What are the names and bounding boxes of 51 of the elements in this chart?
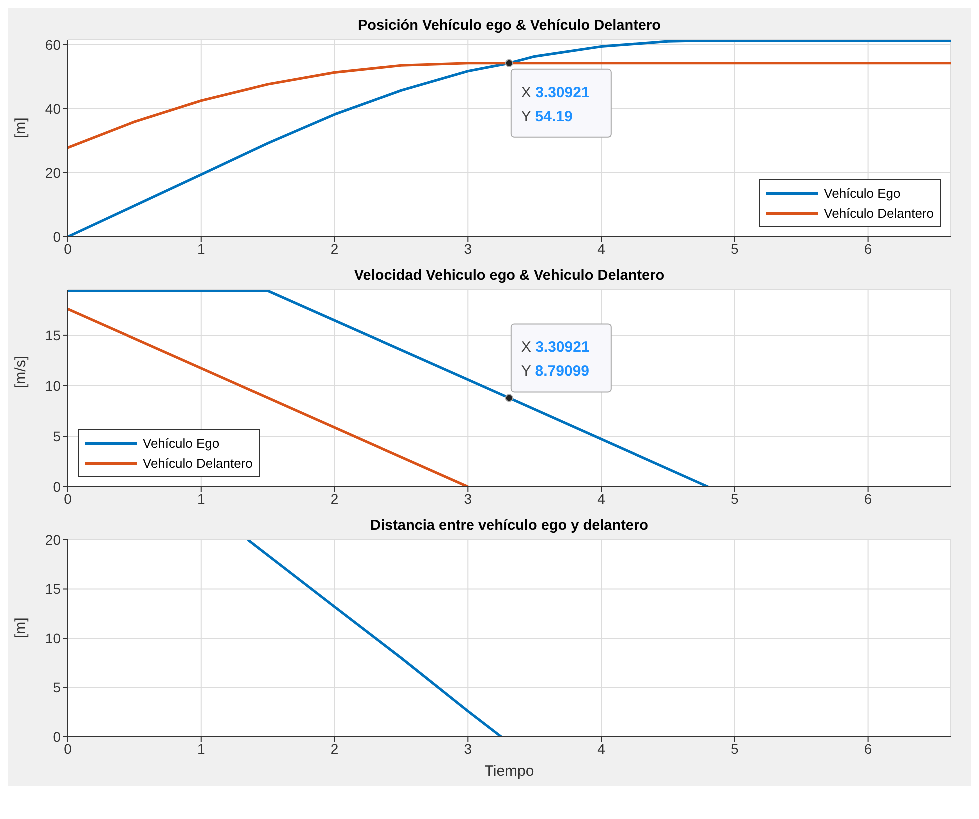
y-tick-label: 5 (53, 428, 62, 444)
y-tick-label: 20 (45, 532, 62, 548)
y-tick-label: 0 (53, 728, 62, 745)
line-series (68, 62, 951, 150)
x-tick-label: 1 (197, 240, 206, 257)
datatip: X 3.30921 Y 54.19 (510, 68, 612, 138)
x-tick-label: 0 (64, 740, 72, 757)
x-tick-label: 5 (731, 490, 740, 507)
y-tick-label: 15 (45, 327, 62, 344)
x-tick-label: 6 (864, 490, 872, 507)
legend-label: Vehículo Ego (824, 186, 901, 200)
chart-title: Distancia entre vehículo ego y delantero (370, 518, 650, 534)
line-series (246, 540, 503, 737)
x-axis-title: Tiempo (484, 763, 534, 780)
x-tick-label: 6 (864, 240, 872, 257)
y-tick-label: 20 (45, 164, 62, 181)
annotation: X 3.30921 Y 8.79099 (521, 339, 590, 380)
legend-label: Vehículo Ego (143, 436, 220, 450)
y-tick-label: 15 (45, 581, 62, 598)
x-tick-label: 5 (731, 740, 740, 757)
x-tick-label: 0 (64, 240, 72, 257)
y-axis-title: [m] (12, 618, 30, 638)
legend-label: Vehículo Delantero (143, 456, 253, 470)
y-tick-label: 10 (45, 630, 62, 646)
chart-title: Posición Vehículo ego & Vehículo Delantero (357, 18, 662, 34)
x-tick-label: 0 (64, 490, 72, 507)
x-tick-label: 5 (731, 240, 740, 257)
y-tick-label: 40 (45, 100, 62, 117)
x-tick-label: 4 (598, 490, 606, 507)
y-tick-label: 0 (53, 478, 62, 495)
y-tick-label: 60 (45, 36, 62, 53)
legend-label: Vehículo Delantero (824, 206, 934, 220)
annotation: X 3.30921 Y 54.19 (521, 84, 590, 126)
y-axis-title: [m] (12, 118, 30, 138)
x-tick-label: 3 (464, 490, 472, 507)
datatip: X 3.30921 Y 8.79099 (510, 324, 612, 393)
x-tick-label: 1 (197, 740, 206, 757)
x-tick-label: 2 (330, 490, 339, 507)
x-tick-label: 3 (464, 240, 472, 257)
y-tick-label: 10 (45, 378, 62, 394)
y-tick-label: 0 (53, 228, 62, 245)
y-axis-title: [m/s] (12, 356, 30, 388)
x-tick-label: 2 (330, 740, 339, 757)
x-tick-label: 2 (330, 240, 339, 257)
x-tick-label: 4 (598, 740, 606, 757)
x-tick-label: 4 (598, 240, 606, 257)
x-tick-label: 1 (197, 490, 206, 507)
chart-title: Velocidad Vehiculo ego & Vehiculo Delantero (353, 268, 666, 284)
x-tick-label: 3 (464, 740, 472, 757)
x-tick-label: 6 (864, 740, 872, 757)
y-tick-label: 5 (53, 680, 62, 696)
